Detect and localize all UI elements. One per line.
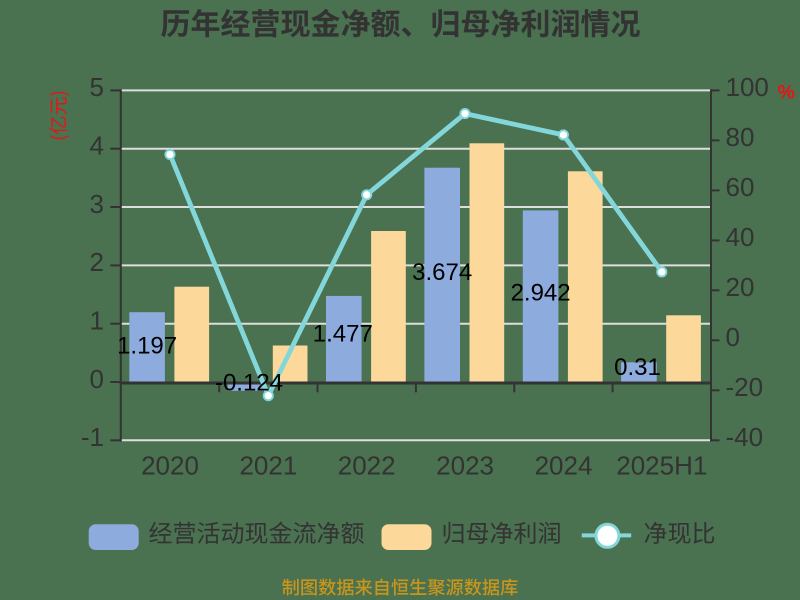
svg-text:-40: -40 (726, 422, 764, 452)
svg-text:-1: -1 (81, 422, 104, 452)
svg-text:%: % (778, 81, 795, 103)
svg-text:2022: 2022 (338, 451, 396, 481)
svg-text:2.942: 2.942 (511, 279, 571, 306)
svg-text:5: 5 (90, 72, 104, 102)
svg-text:4: 4 (90, 131, 104, 161)
svg-text:2025H1: 2025H1 (616, 451, 707, 481)
svg-text:1.477: 1.477 (313, 321, 373, 348)
svg-text:1: 1 (90, 306, 104, 336)
svg-text:-20: -20 (726, 372, 764, 402)
svg-text:2: 2 (90, 247, 104, 277)
svg-text:3.674: 3.674 (412, 259, 472, 286)
svg-text:60: 60 (726, 172, 755, 202)
svg-text:1.197: 1.197 (117, 333, 177, 360)
svg-text:20: 20 (726, 272, 755, 302)
svg-text:-0.124: -0.124 (215, 370, 283, 397)
svg-text:0.31: 0.31 (614, 354, 661, 381)
svg-text:100: 100 (726, 72, 769, 102)
svg-text:2023: 2023 (436, 451, 494, 481)
svg-text:3: 3 (90, 189, 104, 219)
svg-text:2024: 2024 (535, 451, 593, 481)
svg-text:40: 40 (726, 222, 755, 252)
svg-text:2021: 2021 (239, 451, 297, 481)
svg-text:0: 0 (90, 364, 104, 394)
svg-text:80: 80 (726, 122, 755, 152)
svg-text:0: 0 (726, 322, 740, 352)
svg-text:2020: 2020 (141, 451, 199, 481)
